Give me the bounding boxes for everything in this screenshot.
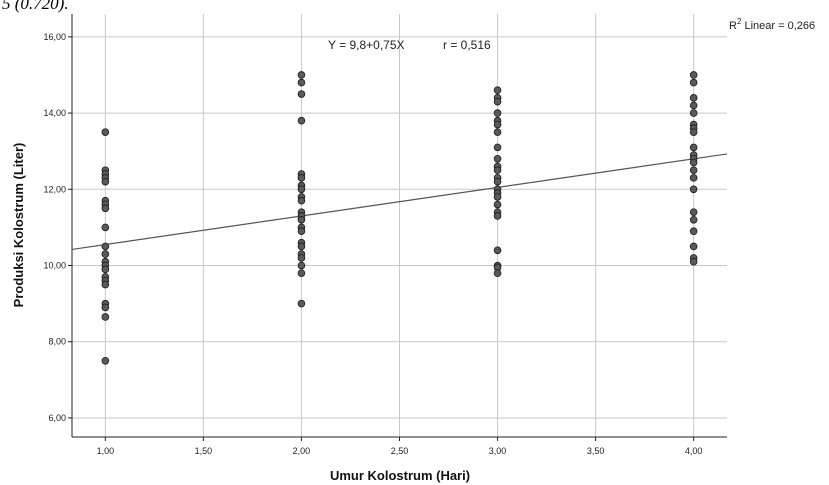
data-point xyxy=(493,120,502,129)
data-point xyxy=(689,101,698,110)
data-point xyxy=(101,250,110,258)
data-point xyxy=(493,212,502,220)
x-tick-label: 3,50 xyxy=(587,446,605,456)
data-point xyxy=(297,215,306,224)
data-point xyxy=(493,269,502,277)
equation-annotation: Y = 9,8+0,75X xyxy=(328,38,405,52)
top-caption-fragment: 5 (0.720). xyxy=(2,0,69,13)
data-point xyxy=(689,185,698,194)
data-point xyxy=(493,128,502,136)
data-point xyxy=(101,204,110,213)
data-point xyxy=(101,265,110,274)
data-point xyxy=(689,257,698,266)
fit-line-group xyxy=(71,153,728,251)
r-squared-superscript: 2 xyxy=(737,17,742,26)
data-point xyxy=(689,242,698,251)
data-point xyxy=(689,158,698,167)
x-tick-label: 3,00 xyxy=(489,446,507,456)
data-point xyxy=(101,280,110,289)
x-tick-label: 2,00 xyxy=(293,446,311,456)
y-axis-title: Produksi Kolostrum (Liter) xyxy=(11,143,26,308)
x-tick-label: 4,00 xyxy=(685,446,703,456)
data-point xyxy=(689,94,698,102)
data-point xyxy=(493,86,502,95)
data-point xyxy=(493,193,502,201)
data-point xyxy=(493,177,502,186)
r-squared-value: Linear = 0,266 xyxy=(741,20,815,32)
r-squared-r: R xyxy=(729,20,737,32)
data-point xyxy=(297,174,306,182)
data-point xyxy=(689,215,698,224)
data-point xyxy=(101,303,110,312)
data-point xyxy=(101,177,110,186)
data-points xyxy=(101,71,698,365)
data-point xyxy=(297,269,306,277)
data-point xyxy=(297,90,306,98)
data-point xyxy=(493,155,502,163)
data-point xyxy=(297,227,306,236)
data-point xyxy=(689,166,698,175)
data-point xyxy=(101,356,110,365)
data-point xyxy=(297,185,306,194)
x-tick-label: 1,50 xyxy=(195,446,213,456)
data-point xyxy=(101,128,110,136)
data-point xyxy=(297,261,306,270)
data-point xyxy=(297,116,306,125)
y-tick-label: 16,00 xyxy=(43,32,66,42)
data-point xyxy=(297,196,306,205)
data-point xyxy=(493,109,502,117)
x-axis-title: Umur Kolostrum (Hari) xyxy=(330,468,470,483)
data-point xyxy=(493,200,502,209)
x-tick-label: 2,50 xyxy=(391,446,409,456)
data-point xyxy=(689,143,698,152)
data-point xyxy=(689,227,698,236)
data-point xyxy=(297,299,306,308)
data-point xyxy=(493,166,502,175)
data-point xyxy=(689,174,698,182)
data-point xyxy=(689,71,698,79)
y-tick-label: 10,00 xyxy=(43,261,66,271)
data-point xyxy=(297,254,306,262)
y-tick-label: 8,00 xyxy=(48,337,66,347)
x-tick-label: 1,00 xyxy=(97,446,115,456)
data-point xyxy=(101,223,110,232)
r-squared-label: R2 Linear = 0,266 xyxy=(729,17,815,32)
data-point xyxy=(689,78,698,87)
data-point xyxy=(493,97,502,106)
y-tick-label: 14,00 xyxy=(43,108,66,118)
data-point xyxy=(689,109,698,117)
y-tick-label: 6,00 xyxy=(48,413,66,423)
data-point xyxy=(689,128,698,136)
regression-line xyxy=(71,153,728,251)
y-tick-label: 12,00 xyxy=(43,184,66,194)
data-point xyxy=(493,143,502,152)
data-point xyxy=(297,242,306,251)
tick-labels: 1,00 1,50 2,00 2,50 3,00 3,50 4,00 6,00 8,00 10,0… xyxy=(43,32,702,456)
data-point xyxy=(297,78,306,87)
grid-lines xyxy=(72,14,727,437)
r-annotation: r = 0,516 xyxy=(443,38,491,52)
data-point xyxy=(297,71,306,79)
data-point xyxy=(101,242,110,251)
data-point xyxy=(689,208,698,216)
data-point xyxy=(493,246,502,255)
data-point xyxy=(101,313,110,321)
